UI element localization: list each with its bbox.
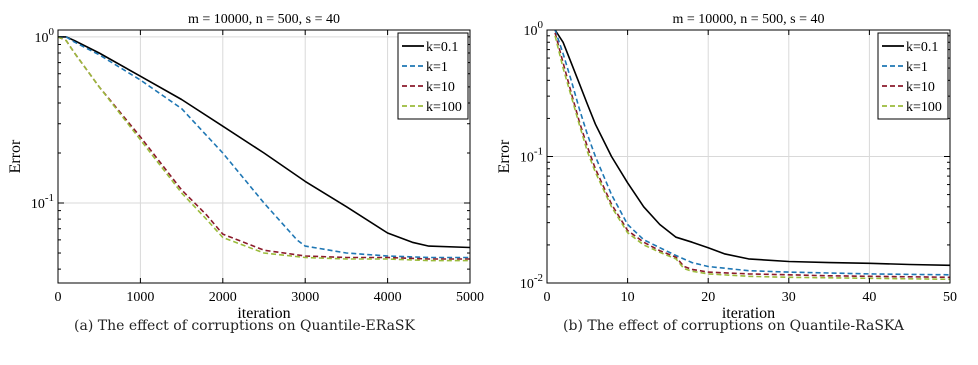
x-tick-label: 0 xyxy=(544,290,551,305)
chart-title: m = 10000, n = 500, s = 40 xyxy=(672,12,824,27)
series-line-k-10 xyxy=(554,32,951,279)
legend-label: k=10 xyxy=(426,80,455,95)
caption-a: (a) The effect of corruptions on Quantil… xyxy=(74,318,415,334)
chart-panel-a: 0 1000 2000 3000 4000 5000 100 10-1 m = 10000, n… xyxy=(7,12,484,334)
y-tick-label: 10-1 xyxy=(520,146,543,166)
x-tick-label: 50 xyxy=(943,290,957,305)
x-tick-label: 2000 xyxy=(209,290,237,305)
caption-b: (b) The effect of corruptions on Quantil… xyxy=(563,318,904,334)
legend-label: k=1 xyxy=(906,60,928,75)
legend xyxy=(877,32,949,120)
series-line-k-100 xyxy=(57,36,470,262)
axes-frame xyxy=(57,29,471,284)
x-tick-label: 30 xyxy=(782,290,796,305)
series-line-k-100 xyxy=(554,35,951,281)
y-tick-label: 10-1 xyxy=(31,192,54,212)
chart-a: 0 1000 2000 3000 4000 5000 100 10-1 m = 10000, n… xyxy=(7,12,484,322)
chart-b: 0 10 20 30 40 50 100 10-1 10-2 m = 10000, n = 500… xyxy=(496,12,957,322)
x-axis-label: iteration xyxy=(722,305,775,322)
legend-label: k=0.1 xyxy=(906,40,938,55)
series-line-k-1 xyxy=(554,29,951,276)
x-tick-label: 10 xyxy=(621,290,635,305)
y-tick-label: 100 xyxy=(35,26,55,46)
legend-label: k=1 xyxy=(426,60,448,75)
chart-title: m = 10000, n = 500, s = 40 xyxy=(188,12,340,27)
legend-label: k=100 xyxy=(426,100,462,115)
x-tick-label: 40 xyxy=(862,290,876,305)
x-tick-label: 3000 xyxy=(291,290,319,305)
series-line-k-10 xyxy=(57,36,470,260)
legend-label: k=100 xyxy=(906,100,942,115)
x-tick-label: 1000 xyxy=(126,290,154,305)
series-line-k-0-1 xyxy=(554,29,951,267)
x-tick-label: 0 xyxy=(55,290,62,305)
y-tick-label: 10-2 xyxy=(520,272,543,292)
legend-label: k=10 xyxy=(906,80,935,95)
x-tick-label: 5000 xyxy=(456,290,484,305)
y-axis-label: Error xyxy=(7,139,24,173)
x-tick-label: 4000 xyxy=(374,290,402,305)
chart-panel-b: 0 10 20 30 40 50 100 10-1 10-2 m = 10000, n = 500… xyxy=(489,0,978,365)
legend xyxy=(397,32,469,120)
legend-label: k=0.1 xyxy=(426,40,458,55)
x-axis-label: iteration xyxy=(237,305,290,322)
y-axis-label: Error xyxy=(496,139,513,173)
series-line-k-0-1 xyxy=(58,36,471,249)
x-tick-label: 20 xyxy=(701,290,715,305)
y-tick-label: 100 xyxy=(524,19,544,39)
